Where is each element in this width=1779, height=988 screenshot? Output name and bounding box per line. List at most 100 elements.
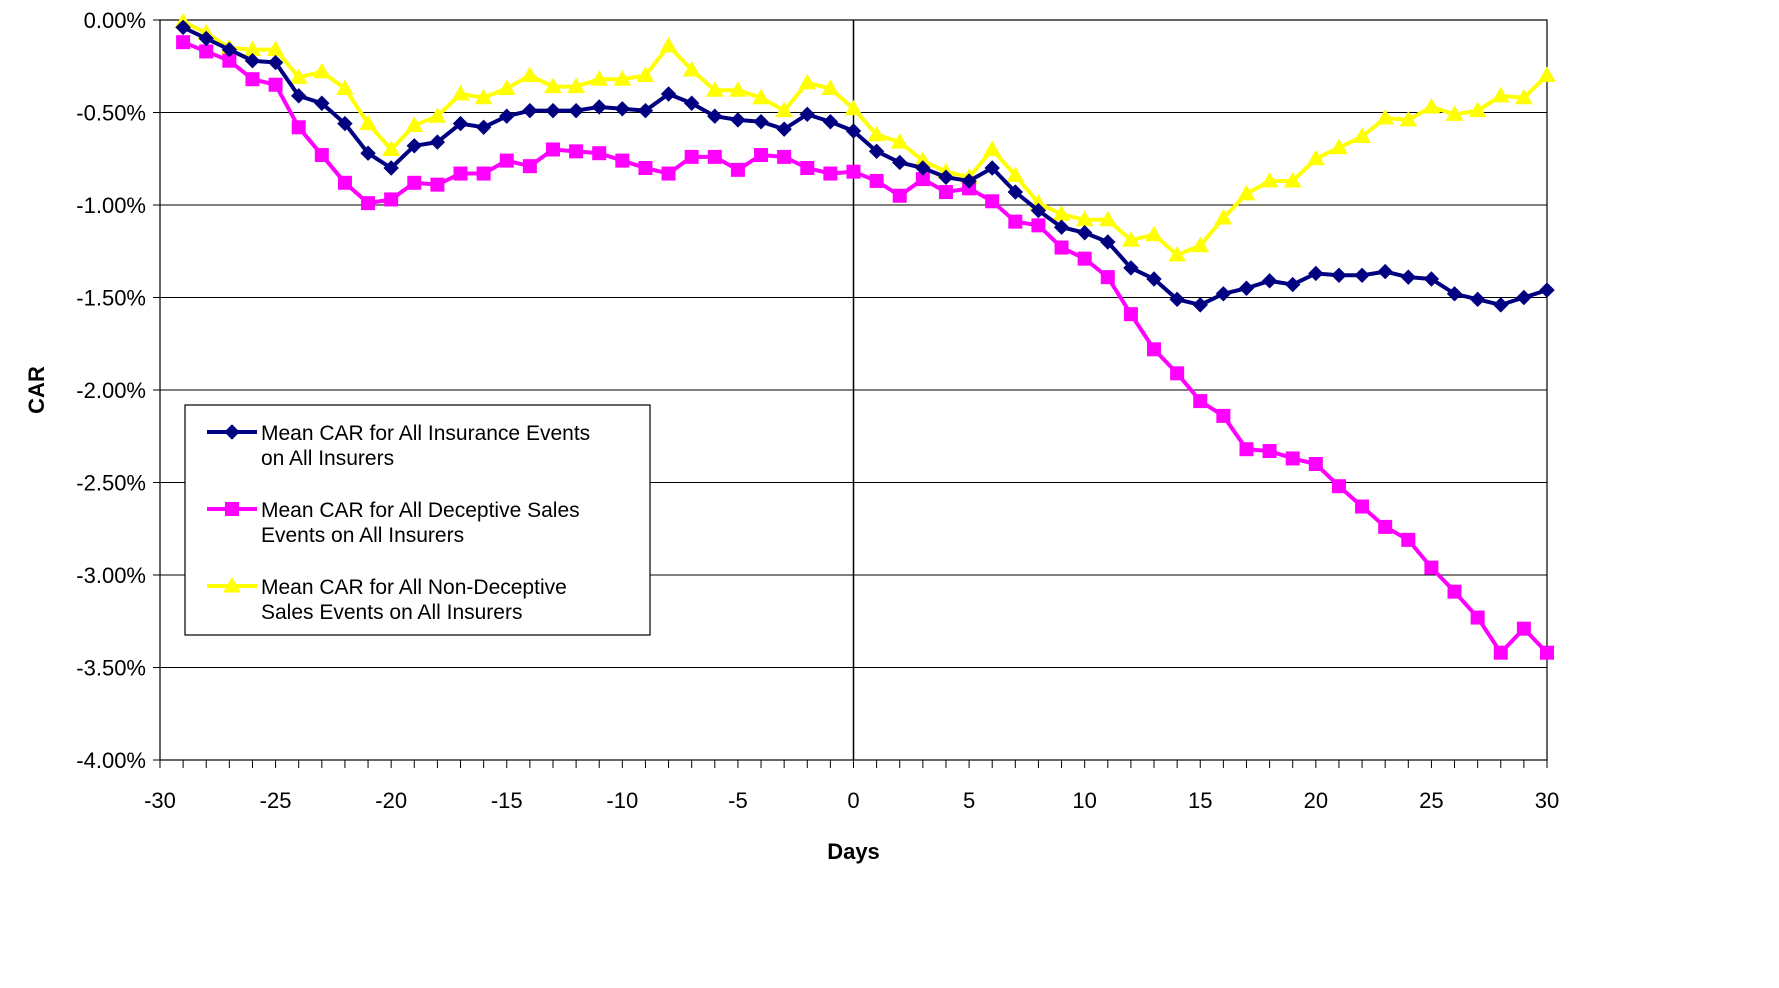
data-point	[383, 160, 399, 176]
data-point	[591, 99, 607, 115]
data-point	[1098, 210, 1117, 227]
data-point	[1469, 291, 1486, 308]
data-point	[568, 102, 584, 119]
data-point	[1378, 519, 1393, 534]
data-point	[1283, 171, 1302, 188]
data-point	[451, 84, 470, 101]
data-point	[660, 86, 677, 102]
x-tick-label: 0	[847, 788, 859, 813]
x-tick-label: 5	[963, 788, 975, 813]
data-point	[938, 169, 954, 185]
data-point	[1214, 208, 1233, 225]
data-point	[1424, 560, 1439, 575]
data-point	[1516, 621, 1531, 636]
x-tick-label: 20	[1304, 788, 1328, 813]
data-point	[291, 120, 306, 135]
data-point	[1238, 280, 1255, 296]
data-point	[845, 123, 862, 139]
data-point	[522, 159, 537, 174]
data-point	[754, 148, 769, 163]
data-point	[1007, 184, 1024, 200]
x-tick-label: -25	[260, 788, 292, 813]
data-point	[1006, 166, 1025, 182]
data-point	[407, 175, 422, 190]
data-point	[244, 52, 261, 69]
y-tick-label: -3.00%	[76, 563, 146, 588]
y-tick-label: -3.50%	[76, 656, 146, 681]
data-point	[614, 101, 631, 117]
y-tick-label: -0.50%	[76, 101, 146, 126]
data-point	[1493, 297, 1509, 313]
data-point	[1399, 110, 1418, 127]
data-point	[545, 102, 561, 119]
data-point	[705, 81, 724, 97]
data-point	[1468, 101, 1487, 118]
x-tick-label: -5	[728, 788, 748, 813]
data-point	[1331, 479, 1346, 494]
data-point	[636, 66, 655, 82]
data-point	[729, 81, 747, 97]
data-point	[983, 140, 1002, 156]
data-point	[289, 68, 308, 84]
data-point	[337, 175, 352, 190]
data-point	[382, 140, 401, 156]
data-point	[1145, 225, 1163, 242]
data-point	[1447, 584, 1462, 599]
legend-label: on All Insurers	[261, 447, 394, 470]
data-point	[753, 114, 769, 130]
data-point	[1216, 408, 1231, 423]
data-point	[868, 143, 885, 160]
data-point	[1031, 218, 1046, 233]
x-tick-label: -30	[144, 788, 176, 813]
data-point	[1239, 442, 1254, 457]
data-point	[1493, 645, 1508, 660]
data-point	[290, 88, 307, 104]
y-tick-label: -4.00%	[76, 748, 146, 773]
data-point	[1355, 499, 1370, 514]
data-point	[1262, 444, 1277, 459]
data-point	[314, 95, 330, 111]
data-point	[1192, 297, 1208, 313]
data-point	[1354, 267, 1370, 284]
data-point	[1168, 245, 1186, 262]
data-point	[892, 188, 907, 203]
legend-marker	[225, 502, 239, 516]
data-point	[429, 134, 446, 150]
data-point	[1401, 532, 1416, 547]
data-point	[613, 70, 632, 86]
y-tick-label: 0.00%	[84, 8, 146, 33]
data-point	[822, 114, 839, 130]
x-tick-label: -15	[491, 788, 523, 813]
x-tick-label: -20	[375, 788, 407, 813]
data-point	[799, 106, 815, 123]
legend-label: Mean CAR for All Deceptive Sales	[261, 499, 580, 522]
data-point	[314, 148, 329, 163]
y-axis-title: CAR	[24, 366, 49, 414]
data-point	[1446, 286, 1463, 302]
data-point	[337, 115, 353, 132]
data-point	[984, 160, 1000, 176]
data-point	[1308, 265, 1324, 282]
data-point	[312, 62, 331, 79]
y-tick-label: -2.00%	[76, 378, 146, 403]
y-tick-label: -1.00%	[76, 193, 146, 218]
data-point	[1260, 171, 1279, 188]
data-point	[1285, 276, 1301, 293]
data-point	[1423, 271, 1440, 287]
data-point	[1285, 451, 1300, 466]
legend-label: Mean CAR for All Non-Deceptive	[261, 576, 567, 599]
series-triangle	[174, 12, 1556, 262]
data-point	[1169, 291, 1185, 308]
data-point	[405, 116, 424, 132]
x-tick-label: 10	[1072, 788, 1096, 813]
data-point	[1170, 366, 1185, 381]
data-point	[1353, 127, 1371, 144]
data-point	[659, 36, 678, 53]
data-point	[777, 149, 792, 164]
data-point	[430, 177, 445, 192]
data-point	[497, 79, 516, 95]
legend-label: Mean CAR for All Insurance Events	[261, 422, 590, 445]
data-point	[452, 115, 469, 132]
